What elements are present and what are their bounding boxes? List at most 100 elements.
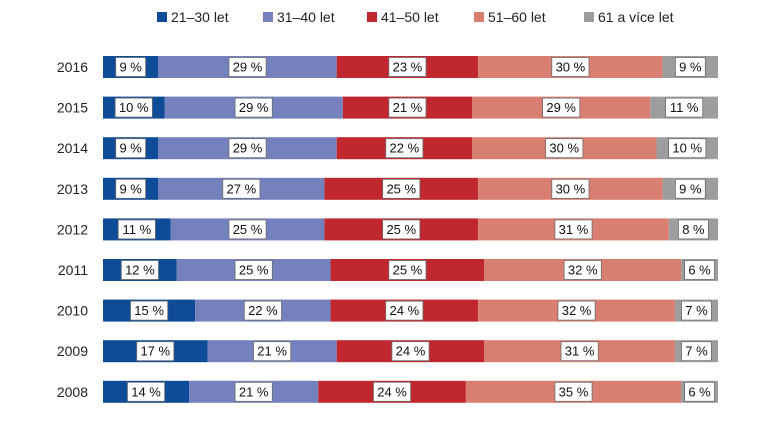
category-label: 2010 <box>57 303 88 319</box>
data-label-text: 29 % <box>233 60 263 75</box>
data-label-text: 9 % <box>679 60 702 75</box>
data-label-box <box>228 138 267 159</box>
data-label-box <box>668 138 707 159</box>
legend-label: 61 a více let <box>598 9 674 25</box>
data-label-box <box>554 219 593 240</box>
legend-swatch <box>157 12 167 22</box>
data-label: 25 % <box>382 219 421 240</box>
data-label: 29 % <box>234 97 273 118</box>
data-label-box <box>136 341 175 362</box>
data-label-box <box>382 219 421 240</box>
data-label-box <box>554 381 593 402</box>
data-label-box <box>545 138 584 159</box>
data-label-box <box>542 97 581 118</box>
data-label-text: 10 % <box>672 141 702 156</box>
data-label: 29 % <box>228 57 267 77</box>
data-label-text: 21 % <box>239 384 269 399</box>
data-label-box <box>665 97 704 118</box>
data-label-box <box>115 138 147 159</box>
data-label-text: 21 % <box>393 100 423 115</box>
data-label: 12 % <box>120 260 159 280</box>
data-label: 11 % <box>117 219 156 240</box>
data-label-text: 25 % <box>239 263 269 278</box>
data-label: 15 % <box>130 300 169 321</box>
data-label-text: 9 % <box>119 181 142 196</box>
data-label: 9 % <box>115 57 147 77</box>
data-label: 25 % <box>388 260 427 280</box>
data-label: 24 % <box>391 341 430 362</box>
data-label-text: 29 % <box>233 141 263 156</box>
data-label: 25 % <box>382 178 421 199</box>
data-label-box <box>388 57 427 77</box>
data-label-box <box>382 178 421 199</box>
data-label: 30 % <box>545 138 584 159</box>
data-label-text: 11 % <box>122 222 151 237</box>
data-label: 35 % <box>554 381 593 402</box>
data-label: 14 % <box>127 381 166 402</box>
data-label: 31 % <box>560 341 599 362</box>
data-label: 29 % <box>228 138 267 159</box>
data-label-text: 7 % <box>685 303 708 318</box>
plot-area: 2016 9 % 29 % 23 % 30 % 9 % 2015 10 % 29 % 21 % 29… <box>57 56 718 403</box>
data-label-text: 30 % <box>556 181 586 196</box>
category-label: 2014 <box>57 140 88 156</box>
data-label-text: 31 % <box>565 344 595 359</box>
data-label-box <box>115 178 147 199</box>
category-label: 2013 <box>57 181 88 197</box>
data-label-text: 24 % <box>377 384 407 399</box>
data-label-box <box>678 219 709 240</box>
legend-item: 51–60 let <box>474 9 546 25</box>
data-label-text: 22 % <box>390 141 420 156</box>
data-label-text: 17 % <box>140 344 170 359</box>
data-label-box <box>115 57 147 77</box>
category-label: 2015 <box>57 100 88 116</box>
bar-row: 2015 10 % 29 % 21 % 29 % 11 % <box>57 96 718 119</box>
data-label-text: 29 % <box>546 100 576 115</box>
data-label-box <box>253 341 292 362</box>
data-label-box <box>391 341 430 362</box>
bar-row: 2011 12 % 25 % 25 % 32 % 6 % <box>58 259 718 281</box>
data-label-text: 32 % <box>562 303 592 318</box>
data-label-box <box>557 300 596 321</box>
data-label-text: 23 % <box>393 60 423 75</box>
data-label: 24 % <box>385 300 424 321</box>
data-label-text: 27 % <box>227 181 257 196</box>
data-label-box <box>222 178 261 199</box>
bar-row: 2016 9 % 29 % 23 % 30 % 9 % <box>57 56 718 78</box>
legend-swatch <box>367 12 377 22</box>
data-label-box <box>681 341 712 362</box>
data-label-box <box>674 57 706 77</box>
data-label-text: 30 % <box>556 60 586 75</box>
data-label: 31 % <box>554 219 593 240</box>
data-label: 22 % <box>385 138 424 159</box>
data-label-text: 14 % <box>131 384 161 399</box>
data-label: 10 % <box>114 97 153 118</box>
data-label-box <box>127 381 166 402</box>
data-label: 23 % <box>388 57 427 77</box>
data-label-box <box>681 300 712 321</box>
data-label: 6 % <box>684 260 715 280</box>
data-label-box <box>117 219 156 240</box>
data-label-box <box>243 300 282 321</box>
bar-row: 2009 17 % 21 % 24 % 31 % 7 % <box>57 340 718 363</box>
legend-item: 61 a více let <box>584 9 674 25</box>
data-label: 25 % <box>228 219 267 240</box>
data-label-box <box>234 260 273 280</box>
data-label-box <box>563 260 602 280</box>
data-label: 22 % <box>243 300 282 321</box>
data-label-text: 12 % <box>125 263 155 278</box>
legend-swatch <box>584 12 594 22</box>
data-label: 10 % <box>668 138 707 159</box>
data-label-box <box>684 260 715 280</box>
bar-row: 2014 9 % 29 % 22 % 30 % 10 % <box>57 137 718 160</box>
data-label: 7 % <box>681 300 712 321</box>
data-label: 25 % <box>234 260 273 280</box>
data-label-box <box>674 178 706 199</box>
legend-item: 41–50 let <box>367 9 439 25</box>
data-label-box <box>560 341 599 362</box>
bar-row: 2008 14 % 21 % 24 % 35 % 6 % <box>57 380 718 403</box>
data-label: 21 % <box>253 341 292 362</box>
data-label: 21 % <box>234 381 273 402</box>
data-label: 8 % <box>678 219 709 240</box>
data-label-text: 11 % <box>670 100 699 115</box>
